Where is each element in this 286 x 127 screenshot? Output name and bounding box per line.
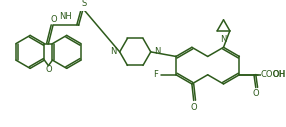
Text: O: O xyxy=(51,15,57,24)
Text: COOH: COOH xyxy=(260,70,286,79)
Text: N: N xyxy=(110,47,116,56)
Text: N: N xyxy=(154,47,161,56)
Text: O: O xyxy=(253,89,259,98)
Text: F: F xyxy=(153,70,158,79)
Text: N: N xyxy=(220,35,227,44)
Text: NH: NH xyxy=(59,12,72,21)
Text: OH: OH xyxy=(272,70,285,79)
Text: O: O xyxy=(45,65,52,74)
Text: S: S xyxy=(82,0,87,8)
Text: O: O xyxy=(190,103,197,112)
